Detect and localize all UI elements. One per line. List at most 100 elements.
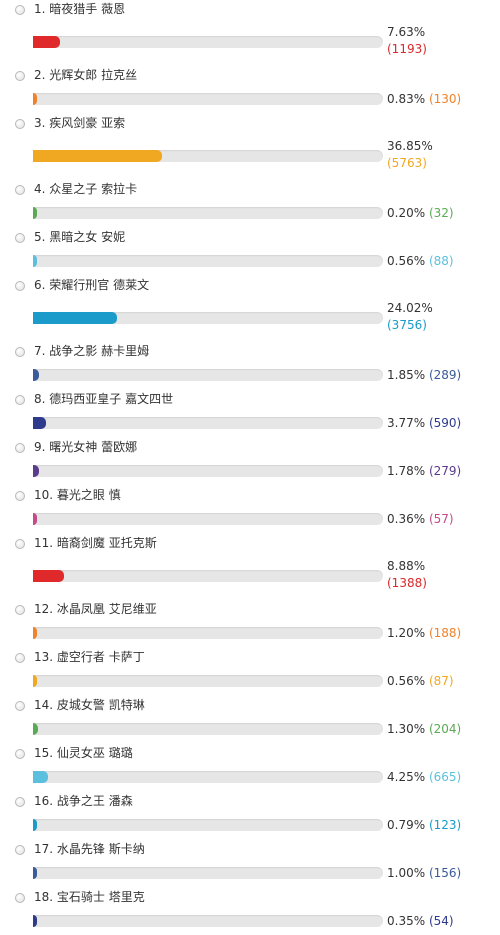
option-number: 12.	[34, 602, 54, 616]
option-label: 13. 虚空行者 卡萨丁	[34, 650, 145, 664]
radio-button[interactable]	[15, 653, 25, 663]
result-bar-track	[33, 675, 383, 687]
option-label: 17. 水晶先锋 斯卡纳	[34, 842, 145, 856]
result-stats: 24.02% (3756)	[387, 300, 497, 334]
result-bar-fill	[33, 312, 117, 324]
radio-button[interactable]	[15, 71, 25, 81]
result-bar-fill	[33, 465, 39, 477]
vote-count: (1193)	[387, 42, 427, 56]
radio-button[interactable]	[15, 491, 25, 501]
option-name: 疾风剑豪 亚索	[49, 116, 126, 130]
radio-button[interactable]	[15, 281, 25, 291]
radio-button[interactable]	[15, 119, 25, 129]
option-number: 5.	[34, 230, 46, 244]
result-bar-track	[33, 417, 383, 429]
option-number: 9.	[34, 440, 46, 454]
option-name: 光辉女郎 拉克丝	[49, 68, 138, 82]
option-number: 13.	[34, 650, 54, 664]
radio-button[interactable]	[15, 701, 25, 711]
vote-count: (88)	[428, 254, 454, 268]
option-label: 16. 战争之王 潘森	[34, 794, 133, 808]
option-label: 3. 疾风剑豪 亚索	[34, 116, 125, 130]
radio-button[interactable]	[15, 893, 25, 903]
radio-button[interactable]	[15, 347, 25, 357]
option-number: 18.	[34, 890, 54, 904]
vote-percent: 0.20%	[387, 206, 426, 220]
radio-button[interactable]	[15, 605, 25, 615]
vote-percent: 0.83%	[387, 92, 426, 106]
result-bar-track	[33, 312, 383, 324]
radio-button[interactable]	[15, 749, 25, 759]
vote-count: (1388)	[387, 576, 427, 590]
vote-percent: 0.36%	[387, 512, 426, 526]
result-stats: 0.36% (57)	[387, 511, 454, 528]
result-bar-fill	[33, 150, 162, 162]
option-label: 2. 光辉女郎 拉克丝	[34, 68, 137, 82]
radio-button[interactable]	[15, 5, 25, 15]
result-bar-fill	[33, 819, 37, 831]
option-number: 1.	[34, 2, 46, 16]
vote-count: (289)	[428, 368, 462, 382]
result-bar-track	[33, 255, 383, 267]
vote-count: (5763)	[387, 156, 427, 170]
result-bar-fill	[33, 93, 37, 105]
option-name: 德玛西亚皇子 嘉文四世	[49, 392, 174, 406]
vote-percent: 1.78%	[387, 464, 426, 478]
vote-count: (204)	[428, 722, 462, 736]
option-number: 14.	[34, 698, 54, 712]
option-name: 冰晶凤凰 艾尼维亚	[56, 602, 157, 616]
radio-button[interactable]	[15, 395, 25, 405]
result-bar-track	[33, 513, 383, 525]
result-bar-track	[33, 207, 383, 219]
radio-button[interactable]	[15, 797, 25, 807]
vote-percent: 0.56%	[387, 254, 426, 268]
option-name: 暗裔剑魔 亚托克斯	[56, 536, 157, 550]
option-number: 8.	[34, 392, 46, 406]
radio-button[interactable]	[15, 233, 25, 243]
result-stats: 0.83% (130)	[387, 91, 461, 108]
option-label: 14. 皮城女警 凯特琳	[34, 698, 145, 712]
option-name: 宝石骑士 塔里克	[56, 890, 145, 904]
option-label: 15. 仙灵女巫 璐璐	[34, 746, 133, 760]
result-bar-fill	[33, 627, 37, 639]
result-stats: 8.88% (1388)	[387, 558, 497, 592]
option-name: 虚空行者 卡萨丁	[56, 650, 145, 664]
radio-button[interactable]	[15, 845, 25, 855]
result-bar-fill	[33, 771, 48, 783]
option-number: 10.	[34, 488, 54, 502]
result-bar-track	[33, 723, 383, 735]
vote-count: (32)	[428, 206, 454, 220]
option-name: 荣耀行刑官 德莱文	[49, 278, 150, 292]
vote-percent: 1.85%	[387, 368, 426, 382]
option-name: 众星之子 索拉卡	[49, 182, 138, 196]
option-name: 战争之影 赫卡里姆	[49, 344, 150, 358]
vote-count: (57)	[428, 512, 454, 526]
result-bar-fill	[33, 369, 39, 381]
option-label: 1. 暗夜猎手 薇恩	[34, 2, 125, 16]
option-name: 黑暗之女 安妮	[49, 230, 126, 244]
vote-count: (3756)	[387, 318, 427, 332]
result-stats: 0.79% (123)	[387, 817, 461, 834]
radio-button[interactable]	[15, 539, 25, 549]
option-label: 12. 冰晶凤凰 艾尼维亚	[34, 602, 157, 616]
option-number: 2.	[34, 68, 46, 82]
option-name: 暮光之眼 慎	[56, 488, 121, 502]
result-bar-fill	[33, 723, 38, 735]
option-number: 17.	[34, 842, 54, 856]
result-stats: 7.63% (1193)	[387, 24, 497, 58]
vote-count: (156)	[428, 866, 462, 880]
result-bar-track	[33, 369, 383, 381]
result-stats: 1.85% (289)	[387, 367, 461, 384]
vote-percent: 1.30%	[387, 722, 426, 736]
option-label: 8. 德玛西亚皇子 嘉文四世	[34, 392, 173, 406]
vote-percent: 24.02%	[387, 301, 433, 315]
result-stats: 0.56% (87)	[387, 673, 454, 690]
vote-percent: 3.77%	[387, 416, 426, 430]
radio-button[interactable]	[15, 443, 25, 453]
vote-count: (665)	[428, 770, 462, 784]
result-bar-track	[33, 570, 383, 582]
result-bar-track	[33, 819, 383, 831]
radio-button[interactable]	[15, 185, 25, 195]
result-bar-track	[33, 465, 383, 477]
option-number: 16.	[34, 794, 54, 808]
